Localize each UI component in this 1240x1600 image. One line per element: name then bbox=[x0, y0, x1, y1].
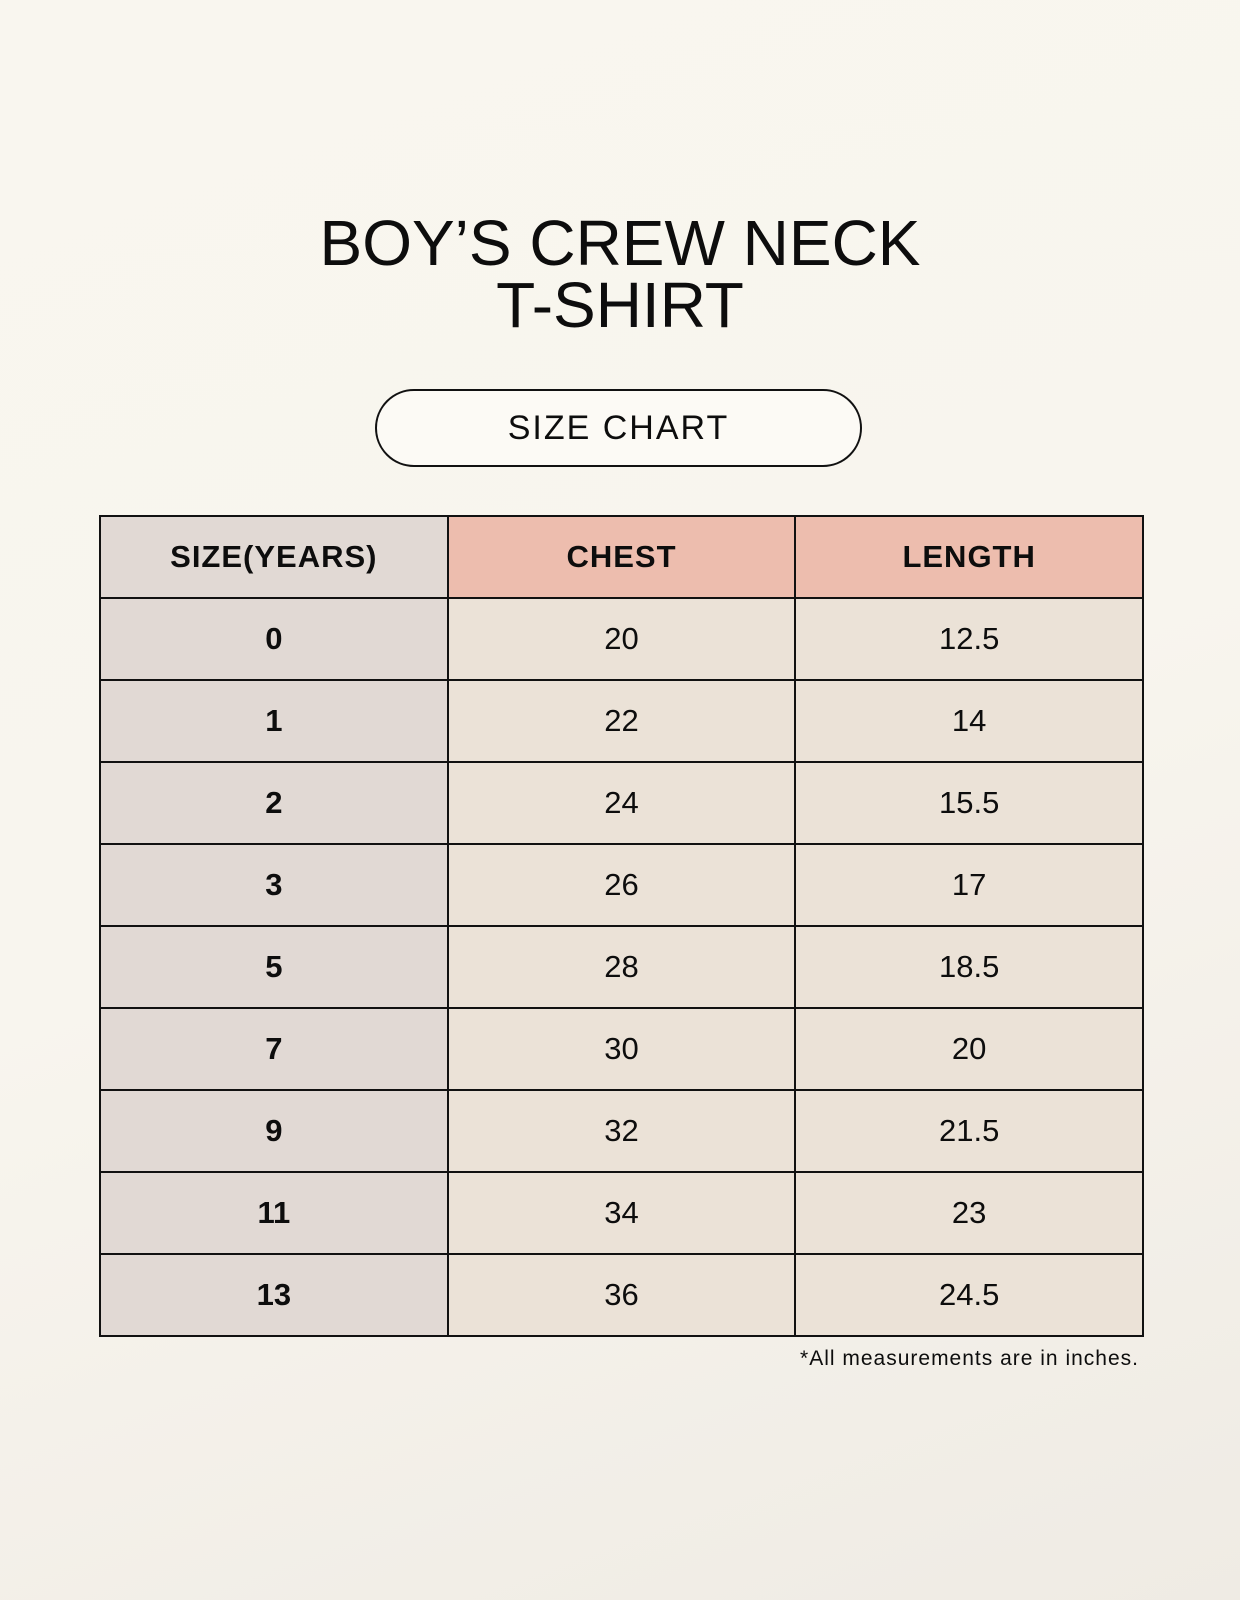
cell-length: 20 bbox=[794, 1007, 1144, 1091]
table-row: 7 30 20 bbox=[99, 1007, 1144, 1091]
size-table: SIZE(YEARS) CHEST LENGTH 0 20 12.5 1 22 14 2 24… bbox=[99, 515, 1144, 1337]
table-row: 2 24 15.5 bbox=[99, 761, 1144, 845]
cell-length: 14 bbox=[794, 679, 1144, 763]
table-row: 1 22 14 bbox=[99, 679, 1144, 763]
table-row: 9 32 21.5 bbox=[99, 1089, 1144, 1173]
cell-chest: 22 bbox=[446, 679, 797, 763]
cell-chest: 26 bbox=[446, 843, 797, 927]
table-row: 0 20 12.5 bbox=[99, 597, 1144, 681]
cell-size: 2 bbox=[99, 761, 449, 845]
cell-length: 24.5 bbox=[794, 1253, 1144, 1337]
cell-length: 12.5 bbox=[794, 597, 1144, 681]
cell-length: 15.5 bbox=[794, 761, 1144, 845]
footnote: *All measurements are in inches. bbox=[800, 1347, 1139, 1370]
cell-chest: 24 bbox=[446, 761, 797, 845]
cell-size: 3 bbox=[99, 843, 449, 927]
table-header-row: SIZE(YEARS) CHEST LENGTH bbox=[99, 515, 1144, 599]
cell-size: 0 bbox=[99, 597, 449, 681]
header-size: SIZE(YEARS) bbox=[99, 515, 449, 599]
table-row: 5 28 18.5 bbox=[99, 925, 1144, 1009]
header-chest: CHEST bbox=[446, 515, 797, 599]
cell-size: 5 bbox=[99, 925, 449, 1009]
cell-size: 7 bbox=[99, 1007, 449, 1091]
cell-length: 21.5 bbox=[794, 1089, 1144, 1173]
cell-size: 1 bbox=[99, 679, 449, 763]
size-chart-label: SIZE CHART bbox=[375, 389, 862, 467]
cell-chest: 28 bbox=[446, 925, 797, 1009]
page-title: BOY’S CREW NECK T-SHIRT bbox=[0, 207, 1240, 341]
header-length: LENGTH bbox=[794, 515, 1144, 599]
cell-chest: 30 bbox=[446, 1007, 797, 1091]
cell-size: 9 bbox=[99, 1089, 449, 1173]
cell-chest: 36 bbox=[446, 1253, 797, 1337]
title-line-2: T-SHIRT bbox=[496, 269, 744, 341]
table-row: 11 34 23 bbox=[99, 1171, 1144, 1255]
cell-chest: 32 bbox=[446, 1089, 797, 1173]
cell-size: 11 bbox=[99, 1171, 449, 1255]
cell-length: 17 bbox=[794, 843, 1144, 927]
table-row: 13 36 24.5 bbox=[99, 1253, 1144, 1337]
cell-chest: 20 bbox=[446, 597, 797, 681]
table-row: 3 26 17 bbox=[99, 843, 1144, 927]
cell-length: 18.5 bbox=[794, 925, 1144, 1009]
cell-chest: 34 bbox=[446, 1171, 797, 1255]
cell-size: 13 bbox=[99, 1253, 449, 1337]
title-line-1: BOY’S CREW NECK bbox=[319, 207, 921, 279]
cell-length: 23 bbox=[794, 1171, 1144, 1255]
